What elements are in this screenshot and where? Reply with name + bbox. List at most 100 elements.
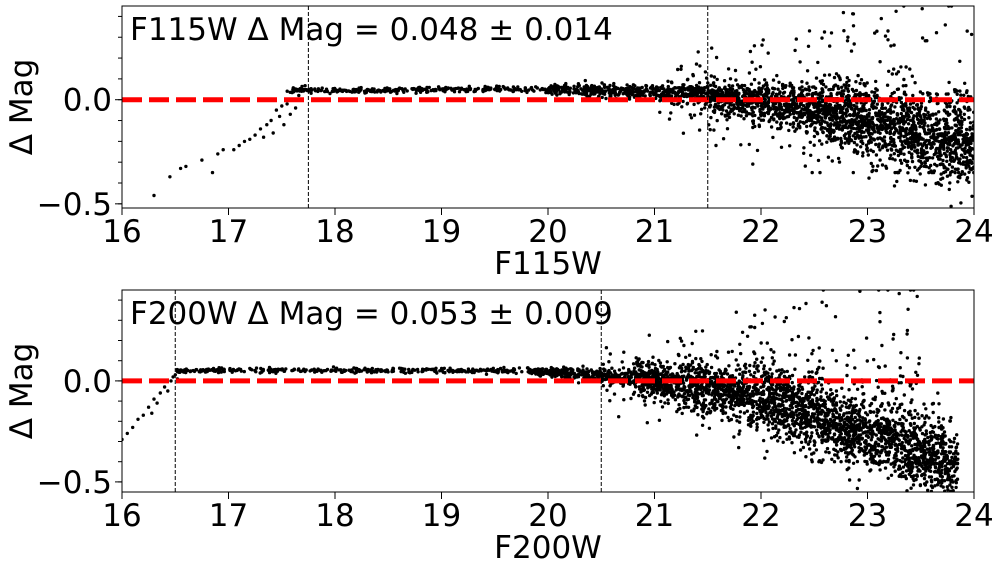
data-point: [667, 402, 670, 405]
data-point: [618, 368, 621, 371]
data-point: [591, 375, 594, 378]
data-point: [580, 373, 583, 376]
data-point: [713, 75, 716, 78]
data-point: [724, 114, 727, 117]
data-point: [847, 79, 850, 82]
data-point: [925, 39, 928, 42]
data-point: [874, 80, 877, 83]
data-point: [820, 119, 823, 122]
data-point: [815, 117, 818, 120]
data-point: [502, 366, 505, 369]
data-point: [862, 131, 865, 134]
data-point: [734, 394, 737, 397]
data-point: [376, 89, 379, 92]
data-point: [813, 135, 816, 138]
data-point: [725, 88, 728, 91]
data-point: [775, 109, 778, 112]
data-point: [467, 87, 470, 90]
data-point: [959, 162, 962, 165]
data-point: [757, 117, 760, 120]
data-point: [771, 104, 774, 107]
data-point: [673, 362, 676, 365]
data-point: [647, 363, 650, 366]
data-point: [687, 88, 690, 91]
data-point: [820, 36, 823, 39]
data-point: [896, 113, 899, 116]
data-point: [885, 167, 888, 170]
data-point: [689, 113, 692, 116]
data-point: [519, 88, 522, 91]
data-point: [136, 418, 139, 421]
data-point: [809, 141, 812, 144]
data-point: [789, 113, 792, 116]
data-point: [938, 147, 941, 150]
data-point: [228, 369, 231, 372]
data-point: [762, 38, 765, 41]
data-point: [969, 149, 972, 152]
data-point: [749, 373, 752, 376]
data-point: [842, 29, 845, 32]
data-point: [697, 50, 700, 53]
data-point: [835, 108, 838, 111]
data-point: [760, 111, 763, 114]
data-point: [760, 361, 763, 364]
data-point: [852, 171, 855, 174]
data-point: [958, 108, 961, 111]
data-point: [956, 180, 959, 183]
data-point: [737, 92, 740, 95]
data-point: [929, 135, 932, 138]
data-point: [959, 113, 962, 116]
data-point: [599, 92, 602, 95]
data-point: [736, 363, 739, 366]
data-point: [818, 171, 821, 174]
data-point: [418, 86, 421, 89]
data-point: [930, 129, 933, 132]
data-point: [932, 411, 935, 414]
data-point: [817, 109, 820, 112]
data-point: [592, 92, 595, 95]
data-point: [919, 165, 922, 168]
data-point: [946, 127, 949, 130]
data-point: [875, 169, 878, 172]
data-point: [512, 85, 515, 88]
data-point: [900, 451, 903, 454]
data-point: [687, 390, 690, 393]
data-point: [805, 131, 808, 134]
data-point: [781, 83, 784, 86]
data-point: [576, 369, 579, 372]
data-point: [902, 84, 905, 87]
data-point: [690, 369, 693, 372]
data-point: [928, 166, 931, 169]
data-point: [262, 136, 265, 139]
data-point: [611, 90, 614, 93]
data-point: [908, 166, 911, 169]
data-point: [641, 386, 644, 389]
data-point: [956, 442, 959, 445]
data-point: [867, 176, 870, 179]
data-point: [798, 87, 801, 90]
data-point: [449, 369, 452, 372]
data-point: [461, 369, 464, 372]
data-point: [877, 145, 880, 148]
data-point: [792, 121, 795, 124]
data-point: [370, 371, 373, 374]
data-point: [696, 383, 699, 386]
data-point: [856, 74, 859, 77]
data-point: [250, 368, 253, 371]
data-point: [665, 387, 668, 390]
data-point: [962, 94, 965, 97]
data-point: [758, 108, 761, 111]
data-point: [386, 87, 389, 90]
data-point: [756, 364, 759, 367]
data-point: [712, 128, 715, 131]
data-point: [771, 136, 774, 139]
data-point: [540, 370, 543, 373]
data-point: [859, 134, 862, 137]
data-point: [753, 78, 756, 81]
data-point: [890, 147, 893, 150]
data-point: [809, 154, 812, 157]
data-point: [957, 175, 960, 178]
data-point: [832, 130, 835, 133]
data-point: [736, 102, 739, 105]
data-point: [617, 93, 620, 96]
